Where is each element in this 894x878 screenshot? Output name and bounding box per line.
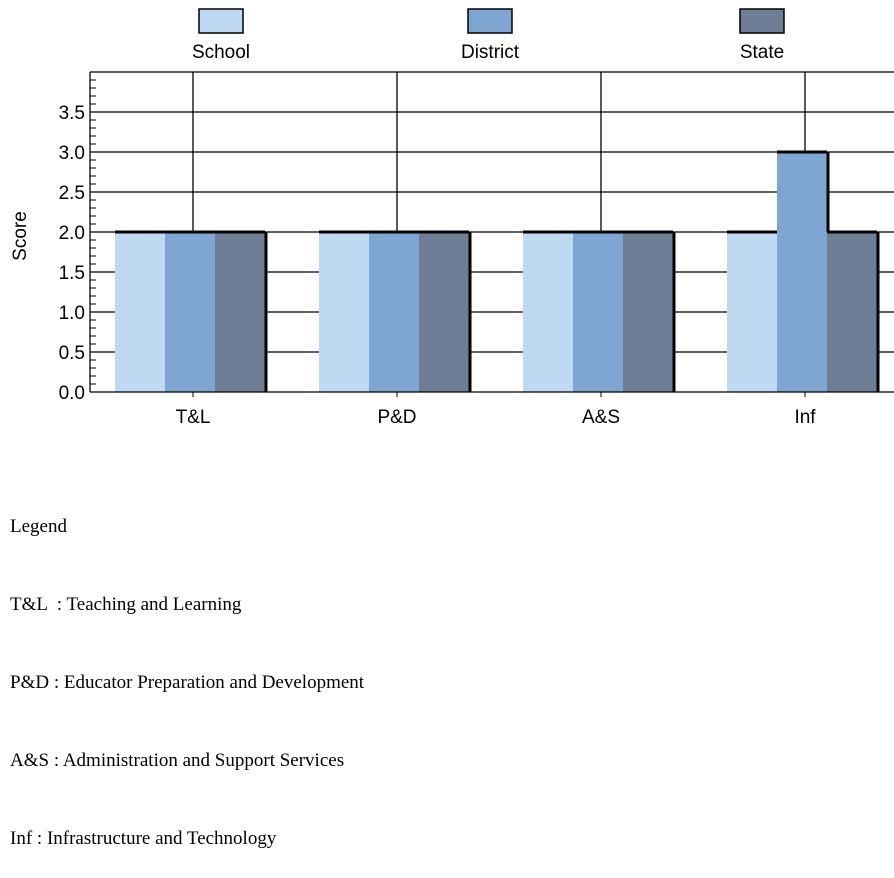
y-tick-label: 2.5 (59, 183, 85, 204)
y-tick-label: 3.0 (59, 143, 85, 164)
axes: 0.0 0.5 1.0 1.5 2.0 2.5 3.0 3.5 T&L P&D A&S Inf (59, 72, 894, 428)
abbr-full: Infrastructure and Technology (46, 828, 277, 849)
y-tick-label: 0.5 (59, 343, 85, 364)
abbreviation-legend: Legend T&L : Teaching and Learning P&D :… (10, 462, 364, 878)
abbr-sep: : (32, 828, 47, 849)
bar (827, 232, 877, 392)
abbr: A&S (10, 750, 50, 771)
legend-swatch (467, 8, 513, 34)
bar (165, 232, 215, 392)
legend-label: District (461, 42, 520, 63)
bar-chart: School District State 0.0 0.5 1.0 1.5 2.0 2.5 3.… (10, 8, 894, 428)
x-tick-label: A&S (582, 407, 620, 428)
bar (215, 232, 265, 392)
abbr-full: Teaching and Learning (66, 594, 242, 615)
abbreviation-legend-item: A&S : Administration and Support Service… (10, 748, 364, 774)
y-tick-label: 3.5 (59, 103, 85, 124)
bar (727, 232, 777, 392)
y-tick-label: 1.5 (59, 263, 85, 284)
abbreviation-legend-item: T&L : Teaching and Learning (10, 592, 364, 618)
bar (777, 152, 827, 392)
abbr-sep: : (47, 594, 67, 615)
abbr: P&D (10, 672, 50, 693)
bar (573, 232, 623, 392)
bar (523, 232, 573, 392)
legend-swatch (739, 8, 785, 34)
legend-swatch (198, 8, 244, 34)
abbr-full: Administration and Support Services (62, 750, 345, 771)
legend-label: State (740, 42, 784, 63)
x-tick-label: P&D (377, 407, 416, 428)
y-axis-label: Score (10, 211, 31, 261)
abbreviation-legend-item: Inf : Infrastructure and Technology (10, 826, 364, 852)
abbr: T&L (10, 594, 48, 615)
legend-label: School (192, 42, 250, 63)
abbreviation-legend-item: P&D : Educator Preparation and Developme… (10, 670, 364, 696)
abbr-full: Educator Preparation and Development (63, 672, 365, 693)
bar (419, 232, 469, 392)
y-tick-label: 2.0 (59, 223, 85, 244)
x-tick-label: T&L (176, 407, 211, 428)
y-tick-label: 0.0 (59, 383, 85, 404)
series-legend: School District State (192, 8, 785, 63)
bars (115, 150, 880, 392)
y-tick-label: 1.0 (59, 303, 85, 324)
abbr: Inf (10, 828, 33, 849)
abbr-sep: : (49, 750, 63, 771)
x-tick-label: Inf (794, 407, 816, 428)
bar (319, 232, 369, 392)
bar (115, 232, 165, 392)
bar (623, 232, 673, 392)
abbr-sep: : (49, 672, 64, 693)
bar (369, 232, 419, 392)
abbreviation-legend-heading: Legend (10, 516, 67, 537)
